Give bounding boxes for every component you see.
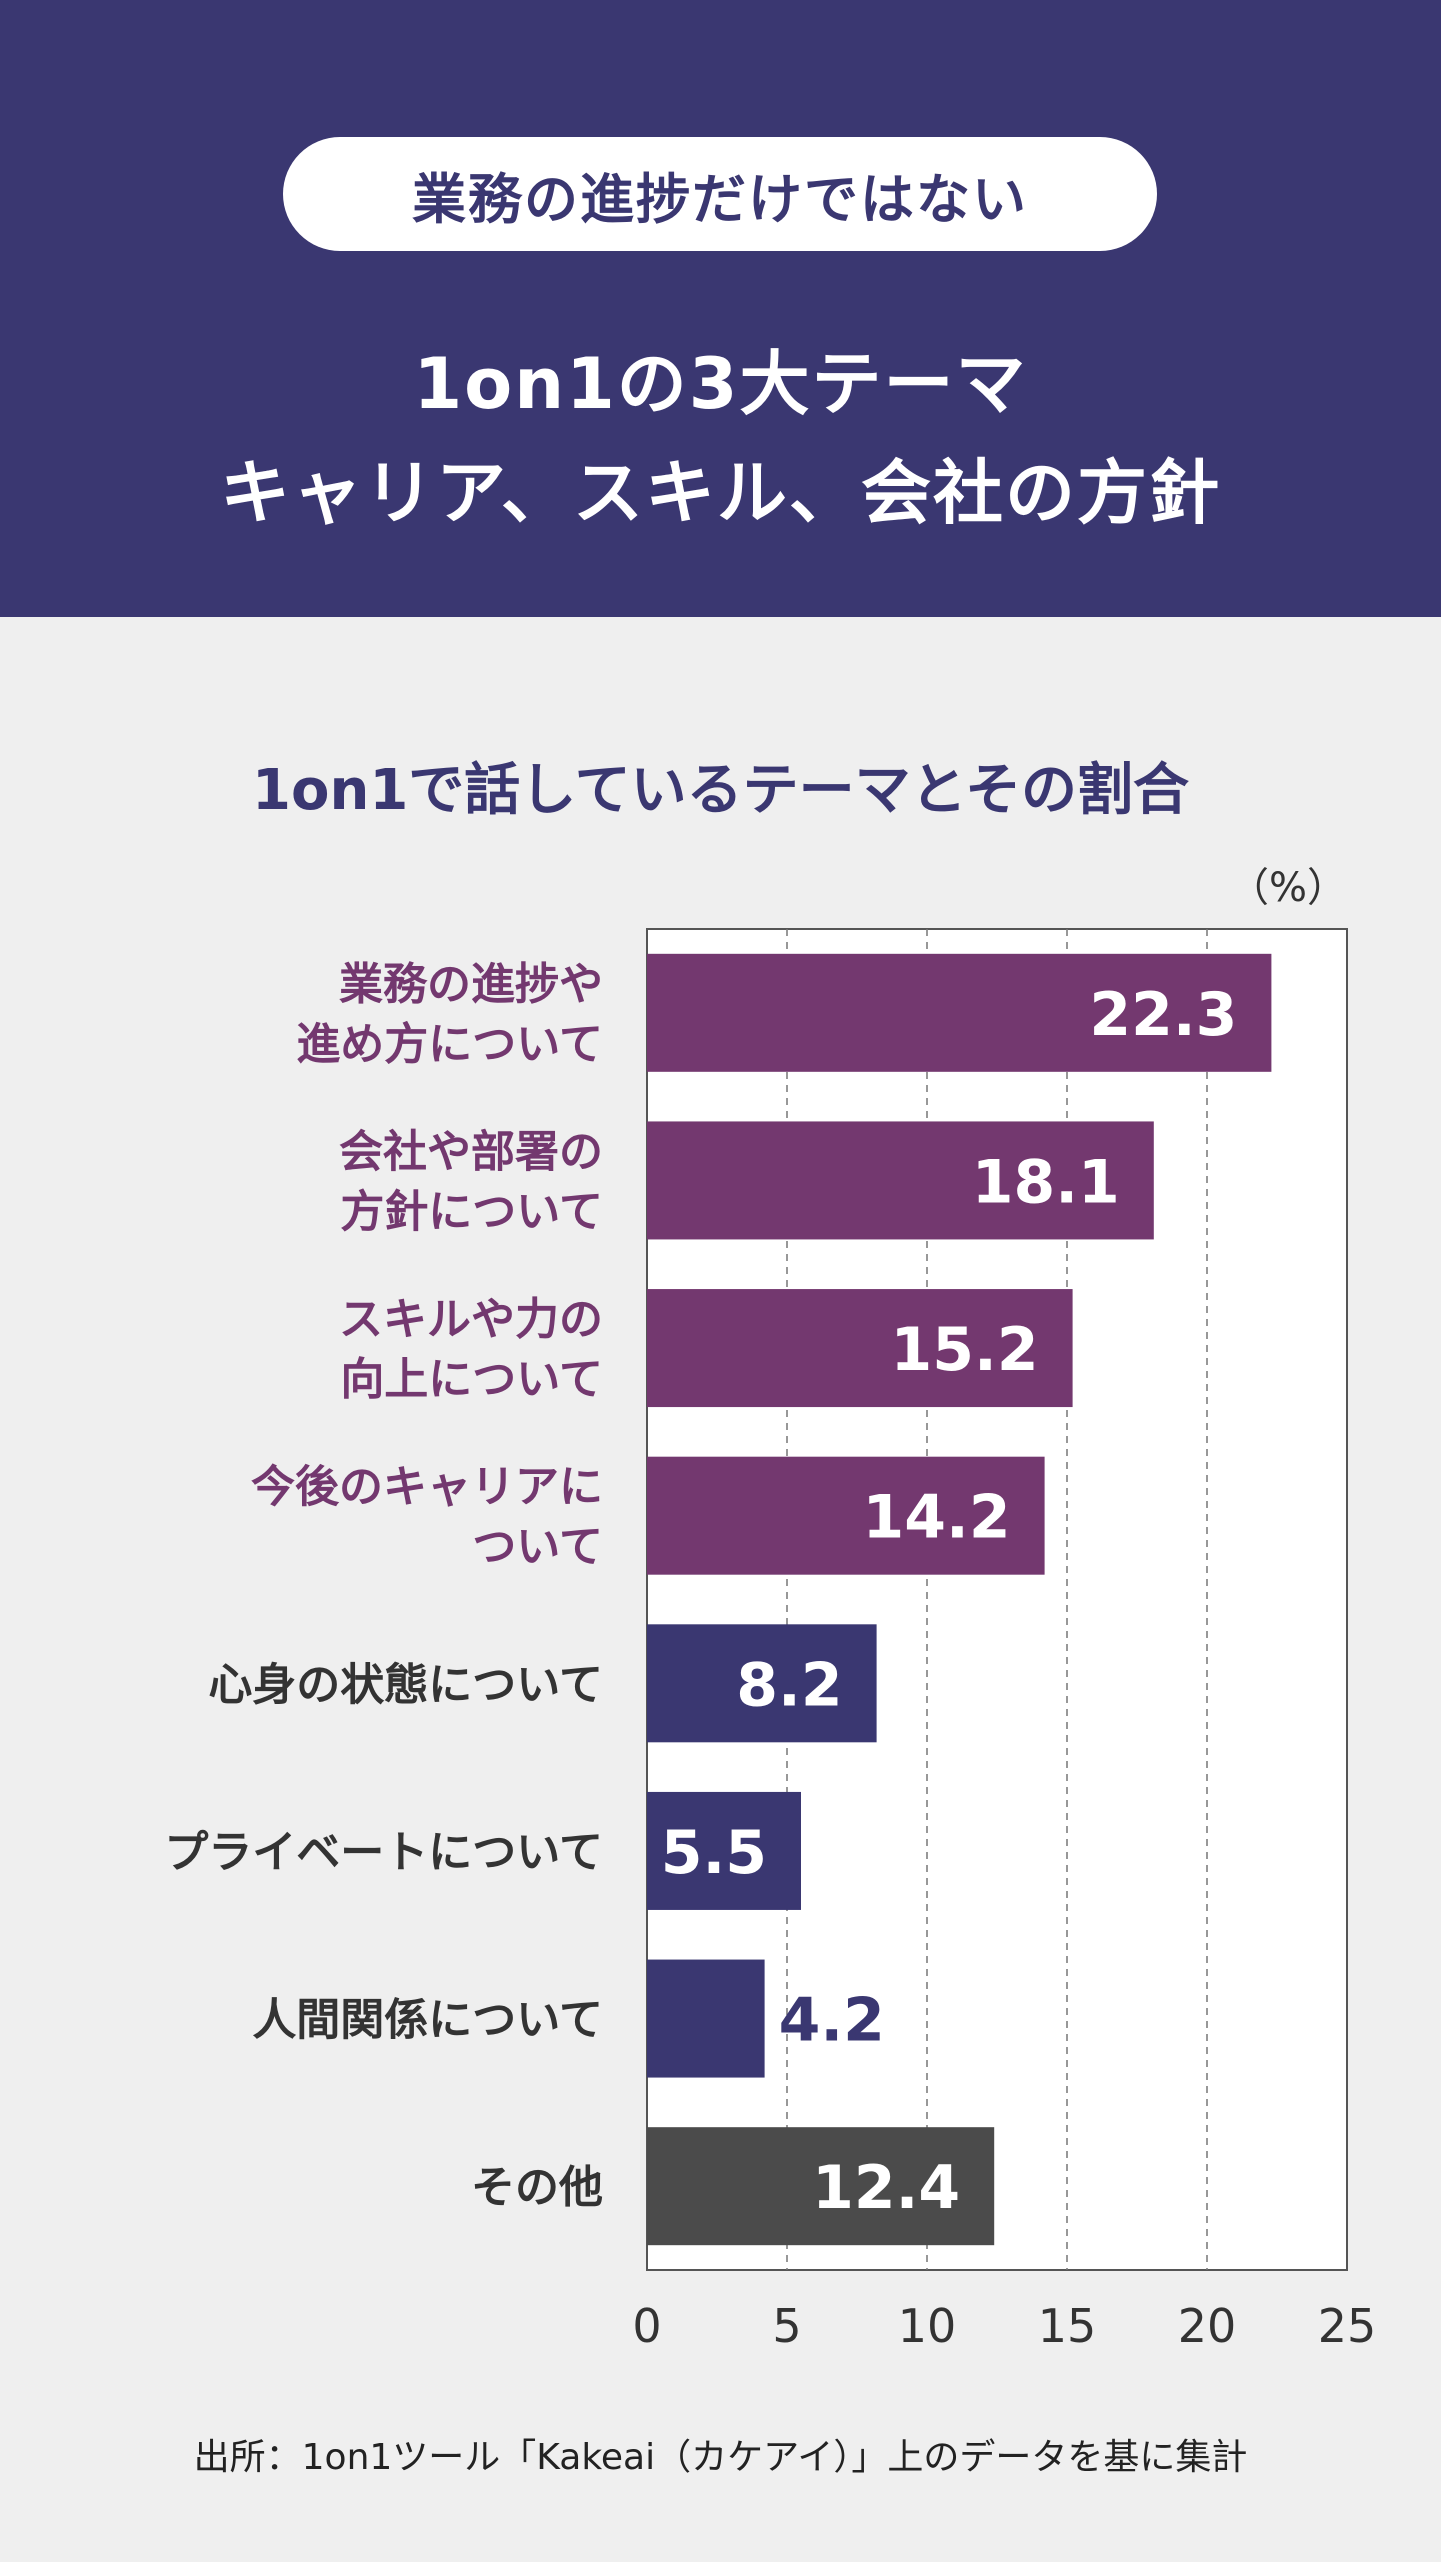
category-label: 今後のキャリアに [251, 1462, 603, 1513]
bar [647, 953, 1272, 1072]
unit-label: （%） [1229, 865, 1347, 911]
category-label: 方針について [340, 1186, 603, 1237]
source-note: 出所：1on1ツール「Kakeai（カケアイ）」上のデータを基に集計 [193, 2437, 1248, 2478]
category-label: 業務の進捗や [339, 959, 603, 1010]
category-label: ついて [472, 1522, 603, 1573]
category-label: 向上について [340, 1354, 603, 1405]
data-label: 14.2 [863, 1483, 1011, 1553]
category-label: プライベートについて [164, 1827, 603, 1878]
data-label: 18.1 [972, 1147, 1120, 1217]
category-label: 進め方について [296, 1019, 603, 1070]
data-label: 4.2 [779, 1986, 885, 2056]
data-label: 8.2 [736, 1650, 842, 1720]
category-label: 会社や部署の [339, 1126, 603, 1177]
bar [647, 1791, 801, 1910]
chart-title: 1on1で話しているテーマとその割合 [252, 758, 1189, 823]
tick-label: 5 [772, 2299, 801, 2353]
data-label: 15.2 [891, 1315, 1039, 1385]
category-label: その他 [471, 2162, 603, 2213]
tick-label: 25 [1318, 2299, 1377, 2353]
category-label: スキルや力の [339, 1294, 603, 1345]
headline-line-1: 1on1の3大テーマ [413, 343, 1028, 425]
category-label: 心身の状態について [208, 1659, 603, 1710]
tick-label: 15 [1038, 2299, 1097, 2353]
header-banner: 業務の進捗だけではない 1on1の3大テーマ キャリア、スキル、会社の方針 [0, 0, 1441, 617]
tick-label: 20 [1178, 2299, 1237, 2353]
subtitle-pill: 業務の進捗だけではない [283, 137, 1157, 251]
data-label: 22.3 [1089, 980, 1237, 1050]
data-label: 12.4 [812, 2153, 960, 2223]
bar [647, 1289, 1073, 1408]
data-label: 5.5 [661, 1818, 767, 1888]
tick-label: 10 [898, 2299, 957, 2353]
headline-line-2: キャリア、スキル、会社の方針 [220, 452, 1221, 534]
category-label: 人間関係について [252, 1995, 603, 2046]
bar [647, 1121, 1154, 1240]
bar [647, 2127, 995, 2246]
bar [647, 1959, 765, 2078]
tick-label: 0 [632, 2299, 661, 2353]
bar [647, 1624, 877, 1743]
bar [647, 1456, 1045, 1575]
